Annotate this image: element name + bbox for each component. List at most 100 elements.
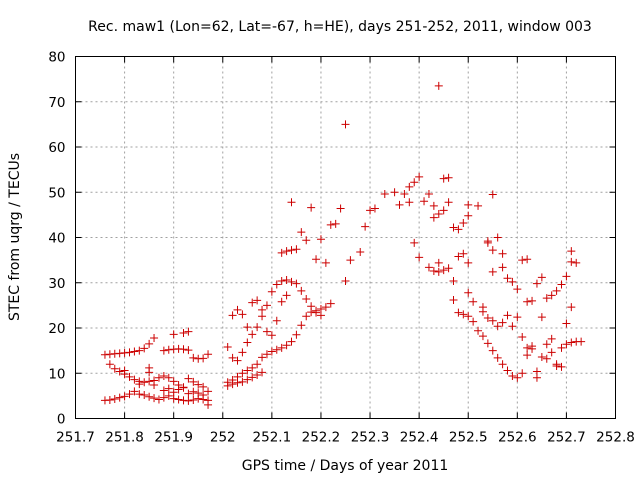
data-point — [326, 299, 335, 308]
data-point — [415, 253, 424, 262]
data-point — [493, 233, 502, 242]
data-point — [547, 291, 556, 300]
data-point — [493, 322, 502, 331]
data-point — [233, 356, 242, 365]
data-point — [346, 256, 355, 265]
data-point — [498, 263, 507, 272]
data-point — [204, 400, 213, 409]
data-point — [454, 308, 463, 317]
data-point — [233, 372, 242, 381]
data-point — [199, 354, 208, 363]
data-point — [464, 312, 473, 321]
data-point — [302, 312, 311, 321]
data-point — [282, 276, 291, 285]
data-point — [145, 339, 154, 348]
data-point — [307, 203, 316, 212]
data-point — [297, 286, 306, 295]
y-tick-label: 60 — [48, 140, 65, 156]
data-point — [523, 343, 532, 352]
data-point — [518, 256, 527, 265]
data-point — [321, 258, 330, 267]
data-point — [248, 330, 257, 339]
data-point — [523, 255, 532, 264]
data-point — [380, 190, 389, 199]
data-point — [135, 346, 144, 355]
data-point — [410, 238, 419, 247]
data-point — [498, 318, 507, 327]
data-point — [469, 297, 478, 306]
x-tick-label: 252.2 — [302, 430, 341, 446]
data-point — [287, 337, 296, 346]
x-tick-label: 252.5 — [449, 430, 488, 446]
x-tick-label: 252.1 — [253, 430, 292, 446]
data-point — [508, 371, 517, 380]
data-point — [243, 366, 252, 375]
data-point — [542, 354, 551, 363]
data-point — [204, 350, 213, 359]
data-point — [557, 343, 566, 352]
data-point — [140, 344, 149, 353]
data-point — [145, 363, 154, 372]
data-point — [459, 219, 468, 228]
data-point — [145, 377, 154, 386]
data-point — [262, 301, 271, 310]
data-point — [243, 338, 252, 347]
data-point — [577, 337, 586, 346]
y-tick-label: 80 — [48, 50, 65, 66]
data-point — [562, 340, 571, 349]
data-point — [483, 238, 492, 247]
data-point — [169, 377, 178, 386]
data-point — [552, 286, 561, 295]
y-tick-label: 30 — [48, 276, 65, 292]
data-point — [557, 280, 566, 289]
data-point — [513, 285, 522, 294]
data-point — [532, 279, 541, 288]
data-point — [321, 303, 330, 312]
data-point — [478, 332, 487, 341]
data-point — [164, 384, 173, 393]
data-point — [184, 389, 193, 398]
data-point — [567, 247, 576, 256]
x-tick-label: 252.6 — [498, 430, 537, 446]
data-point — [189, 377, 198, 386]
data-point — [429, 201, 438, 210]
x-tick-label: 252.8 — [596, 430, 635, 446]
data-point — [356, 247, 365, 256]
data-point — [164, 373, 173, 382]
data-point — [488, 267, 497, 276]
data-point — [415, 172, 424, 181]
data-point — [140, 378, 149, 387]
data-point — [258, 353, 267, 362]
data-point — [184, 396, 193, 405]
data-point — [449, 276, 458, 285]
x-tick-label: 252 — [210, 430, 236, 446]
data-point — [253, 371, 262, 380]
data-point — [503, 311, 512, 320]
data-point — [184, 346, 193, 355]
data-point — [282, 247, 291, 256]
data-point — [135, 380, 144, 389]
data-point — [464, 200, 473, 209]
x-tick-label: 252.7 — [547, 430, 586, 446]
data-point — [523, 297, 532, 306]
x-tick-labels: 251.7 251.8 251.9 252 252.1 252.2 252.3 252.4 25… — [56, 430, 635, 446]
data-point — [469, 317, 478, 326]
data-point — [518, 369, 527, 378]
data-point — [405, 182, 414, 191]
data-point — [528, 296, 537, 305]
data-point — [130, 375, 139, 384]
data-point — [189, 387, 198, 396]
data-point — [262, 327, 271, 336]
x-axis-label: GPS time / Days of year 2011 — [242, 458, 449, 474]
data-point — [110, 395, 119, 404]
data-point — [513, 373, 522, 382]
data-point — [105, 395, 114, 404]
data-point — [341, 276, 350, 285]
data-point — [120, 392, 129, 401]
data-point — [262, 350, 271, 359]
data-point — [179, 383, 188, 392]
data-point — [184, 327, 193, 336]
data-point — [454, 252, 463, 261]
data-point — [547, 334, 556, 343]
data-point — [287, 198, 296, 207]
